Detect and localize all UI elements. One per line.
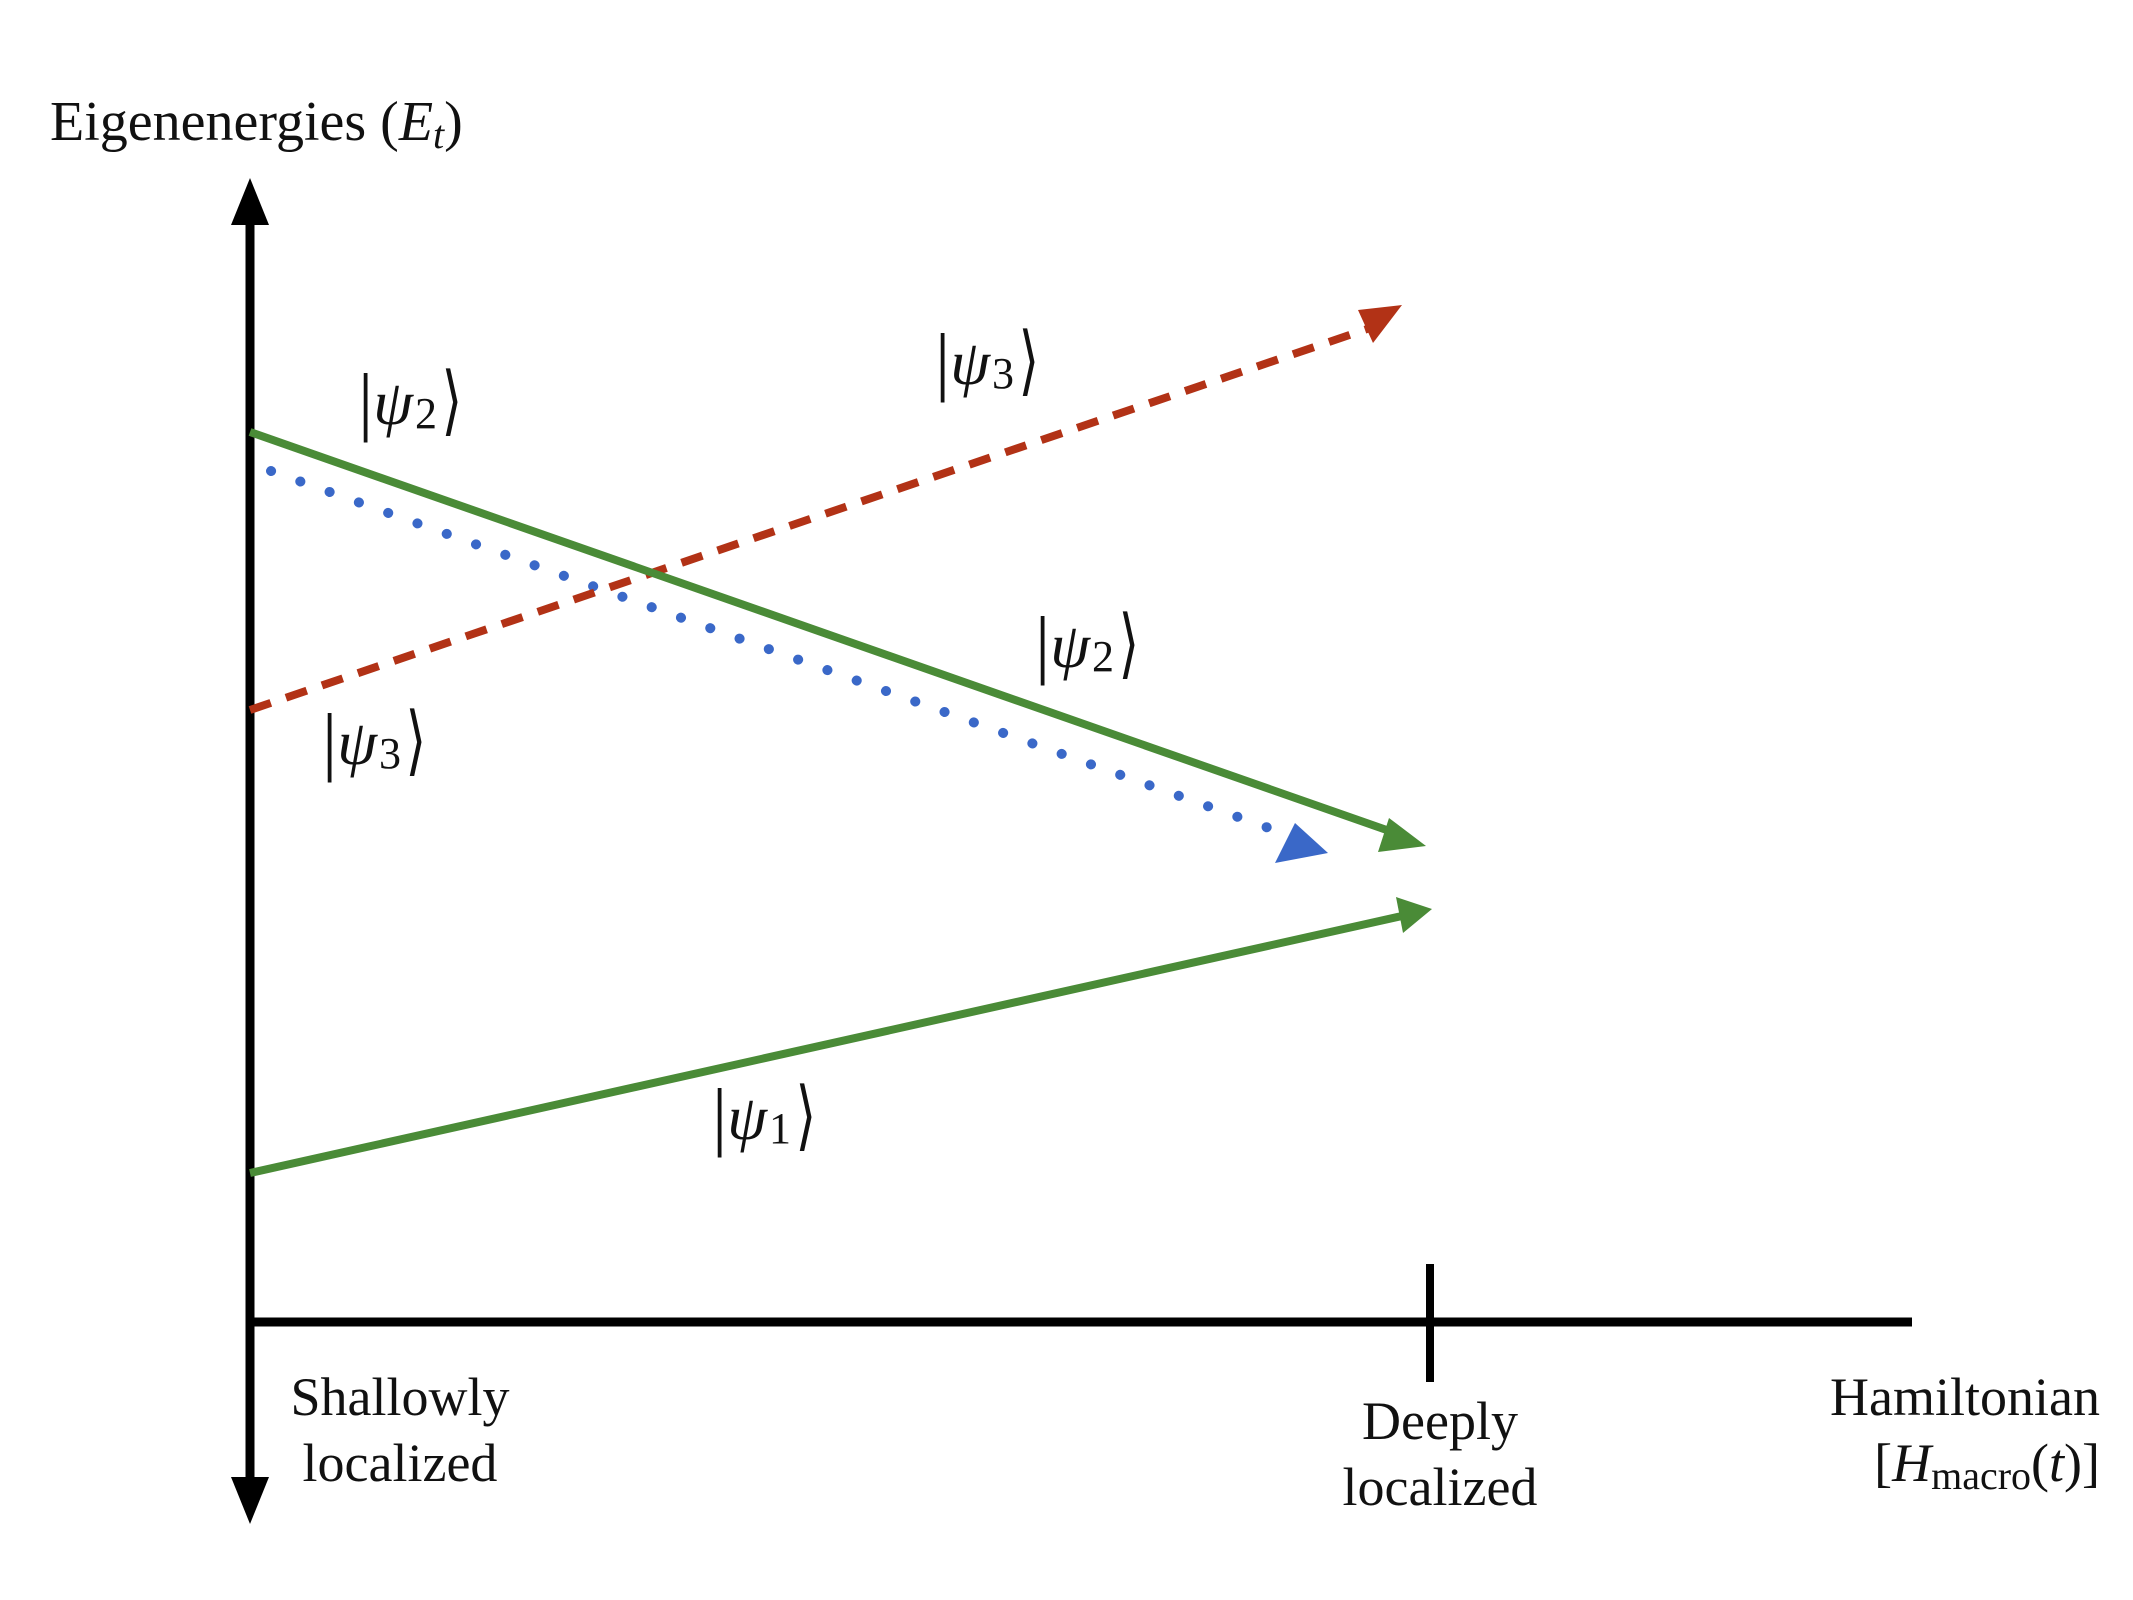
x-axis-end-line1: Deeply [1362, 1391, 1518, 1451]
y-axis-title-suffix: ) [444, 91, 463, 153]
psi2-solid-arrowhead [1378, 818, 1426, 852]
ket-psi3-left-symbol: ψ [337, 707, 377, 778]
y-axis-arrow-up [231, 178, 269, 225]
y-axis-title-subscript: t [433, 112, 445, 157]
x-axis-start-label: Shallowly localized [270, 1364, 530, 1496]
y-axis-title: Eigenenergies (Et) [50, 90, 463, 157]
x-axis-title-paren-open: ( [2031, 1433, 2050, 1493]
psi1-solid-line [249, 912, 1403, 1177]
ket-psi1-index: 1 [768, 1103, 791, 1153]
x-axis-title-bracket-open: [ [1874, 1433, 1893, 1493]
ket-psi2-left-symbol: ψ [373, 367, 413, 438]
psi3-dashed-line [248, 324, 1372, 714]
x-axis-title: Hamiltonian [Hmacro(t)] [1740, 1364, 2100, 1501]
x-axis-title-suffix: )] [2064, 1433, 2100, 1493]
ket-psi3-left: | ψ 3 ⟩ [322, 699, 427, 783]
psi2-solid-line [248, 428, 1400, 838]
ket-psi3-left-index: 3 [378, 728, 401, 778]
x-axis-start-line1: Shallowly [290, 1367, 510, 1427]
ket-psi3-top-symbol: ψ [950, 327, 990, 398]
ket-psi1-symbol: ψ [727, 1082, 767, 1153]
ket-psi2-left: | ψ 2 ⟩ [358, 359, 463, 443]
y-axis-title-prefix: Eigenenergies ( [50, 91, 399, 153]
ket-psi1: | ψ 1 ⟩ [712, 1074, 817, 1158]
ket-psi3-top-index: 3 [991, 348, 1014, 398]
x-axis-title-subscript: macro [1931, 1453, 2032, 1498]
psi1-solid-arrowhead [1396, 897, 1432, 933]
ket-psi2-right-symbol: ψ [1050, 610, 1090, 681]
ket-psi3-top: | ψ 3 ⟩ [935, 319, 1040, 403]
x-axis-title-arg: t [2049, 1433, 2065, 1493]
x-axis-start-line2: localized [302, 1433, 498, 1493]
ket-psi2-right: | ψ 2 ⟩ [1035, 602, 1140, 686]
x-axis-end-line2: localized [1342, 1457, 1538, 1517]
x-axis-title-line2: [Hmacro(t)] [1740, 1430, 2100, 1501]
x-axis-title-symbol: H [1892, 1433, 1932, 1493]
x-axis-end-label: Deeply localized [1310, 1388, 1570, 1520]
y-axis-arrow-down [231, 1477, 269, 1524]
x-axis-title-line1: Hamiltonian [1830, 1367, 2100, 1427]
psi3-dashed-arrowhead [1358, 305, 1402, 343]
y-axis-title-symbol: E [398, 91, 434, 153]
ket-psi2-right-index: 2 [1091, 631, 1114, 681]
psi2-dotted-arrowhead [1275, 823, 1328, 863]
ket-psi2-left-index: 2 [414, 388, 437, 438]
